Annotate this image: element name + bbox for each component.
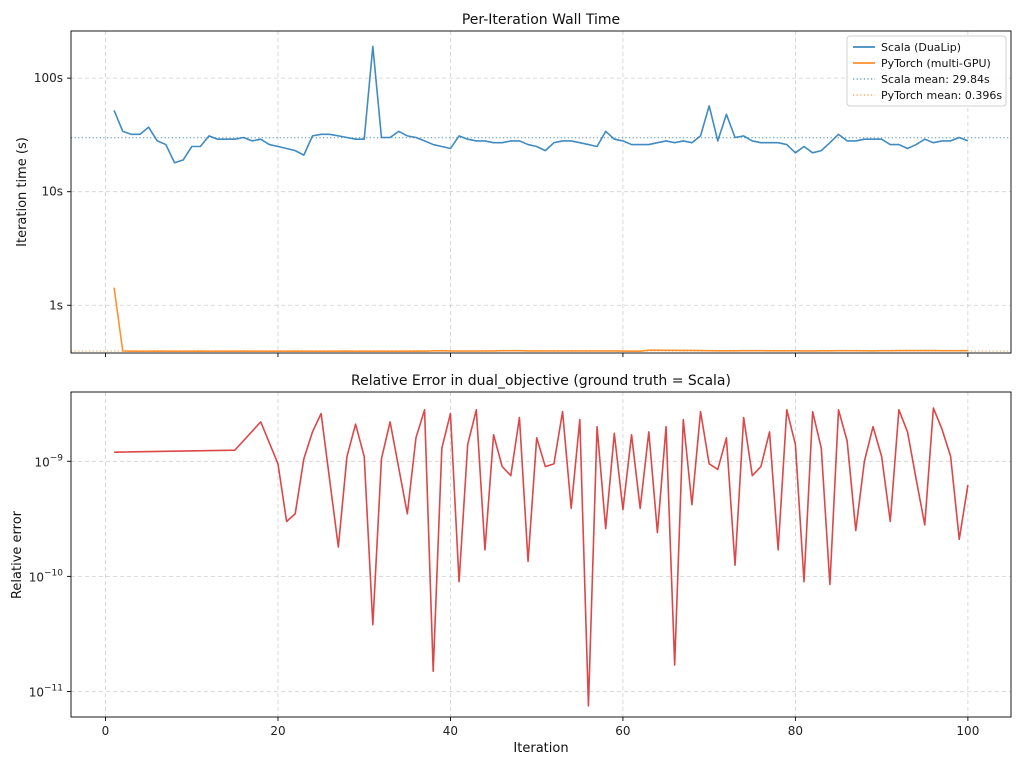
- wall-time-title: Per-Iteration Wall Time: [462, 12, 620, 28]
- wall-time-ytick-label-0: 1s: [49, 298, 63, 312]
- wall-time-ylabel: Iteration time (s): [15, 137, 30, 247]
- iteration-xlabel: Iteration: [513, 741, 568, 756]
- wall-time-legend: Scala (DuaLip) PyTorch (multi-GPU) Scala m…: [846, 35, 1007, 107]
- wall-time-panel: 1s 10s 100s Per-Iteration Wall Time Iterat…: [15, 12, 1012, 357]
- relative-error-series-0-line: [114, 407, 969, 707]
- relative-error-axes-frame: [70, 391, 1012, 718]
- relative-error-ylabel: Relative error: [10, 510, 25, 599]
- xtick-label-80: 80: [788, 724, 803, 738]
- xtick-label-60: 60: [615, 724, 630, 738]
- wall-time-ytick-label-1: 10s: [41, 185, 63, 199]
- legend-box: [846, 35, 1007, 107]
- xtick-label-40: 40: [443, 724, 458, 738]
- pytorch-multi-gpu-line: [113, 287, 968, 353]
- relative-error-panel: 0 20 40 60 80 100 10−11 10−10 10−9 Relative Erro…: [10, 373, 1012, 756]
- legend-label-scala-dualip: Scala (DuaLip): [881, 41, 961, 54]
- xtick-label-100: 100: [956, 724, 979, 738]
- relative-error-ytick-label-1: 10−10: [29, 568, 64, 584]
- legend-label-pytorch-multi-gpu: PyTorch (multi-GPU): [881, 57, 991, 70]
- relative-error-ytick-label-2: 10−9: [34, 453, 63, 469]
- xtick-label-0: 0: [102, 724, 110, 738]
- relative-error-title: Relative Error in dual_objective (ground…: [351, 373, 731, 389]
- legend-label-scala-mean-29-84s: Scala mean: 29.84s: [881, 73, 990, 86]
- xtick-label-20: 20: [270, 724, 285, 738]
- wall-time-ytick-label-2: 100s: [34, 71, 63, 85]
- legend-label-pytorch-mean-0-396s: PyTorch mean: 0.396s: [881, 89, 1002, 102]
- relative-error-ytick-label-0: 10−11: [29, 683, 63, 699]
- scala-dualip-line: [113, 45, 969, 164]
